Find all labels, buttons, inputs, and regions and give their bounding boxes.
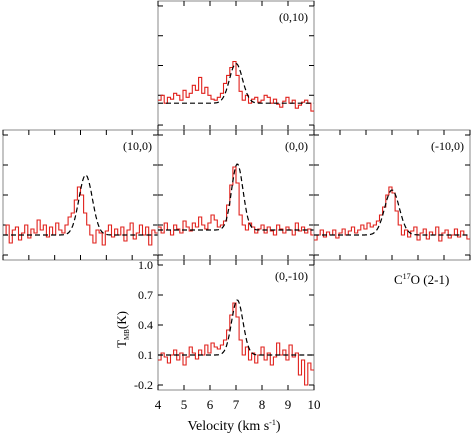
y-tick-label: -0.2: [134, 378, 153, 392]
molecule-rest: O (2-1): [411, 272, 450, 287]
y-tick-label: 0.7: [138, 288, 153, 302]
x-tick-label: 6: [207, 397, 214, 412]
y-tick-label: 0.1: [138, 348, 153, 362]
x-axis-label-end: ): [276, 419, 281, 434]
y-axis-label-end: (K): [114, 311, 129, 329]
offset-label: (0,0): [285, 139, 308, 153]
panel-1: (10,0): [2, 129, 159, 261]
offset-label: (0,10): [279, 10, 308, 24]
observed-spectrum: [158, 166, 314, 236]
gaussian-fit: [158, 163, 314, 231]
observed-spectrum: [158, 60, 314, 112]
y-axis-label-main: T: [114, 340, 129, 348]
panel-3: (-10,0): [313, 129, 471, 261]
x-axis-label-sup: -1: [269, 418, 276, 427]
offset-label: (-10,0): [431, 139, 464, 153]
molecule-isotope: 17: [403, 272, 411, 281]
x-tick-label: 4: [155, 397, 162, 412]
y-tick-label: 1.0: [138, 258, 153, 272]
x-axis-label-main: Velocity (km s: [188, 419, 270, 434]
panel-0: (0,10): [157, 0, 315, 131]
offset-label: (0,-10): [275, 269, 308, 283]
x-tick-label: 5: [181, 397, 188, 412]
observed-spectrum: [3, 186, 158, 246]
panel-2: (0,0): [157, 129, 315, 261]
observed-spectrum: [314, 186, 470, 242]
x-tick-label: 7: [233, 397, 240, 412]
molecule-label: C17O (2-1): [394, 272, 449, 287]
x-tick-label: 9: [285, 397, 292, 412]
molecule-base: C: [394, 272, 403, 287]
gaussian-fit: [158, 299, 314, 356]
offset-label: (10,0): [123, 139, 152, 153]
x-tick-label: 10: [308, 397, 321, 412]
y-axis-label-sub: MB: [123, 329, 131, 340]
panel-4: (0,-10) 4 5 6 7 8 9 10 1.0 0.7 0.4 0.1 -0.2: [134, 258, 321, 412]
y-tick-label: 0.4: [138, 318, 153, 332]
observed-spectrum: [158, 302, 314, 386]
x-axis-label: Velocity (km s-1): [188, 418, 281, 434]
y-axis-label: TMB(K): [114, 311, 131, 348]
gaussian-fit: [314, 189, 470, 236]
x-tick-label: 8: [259, 397, 266, 412]
panels-group: (0,10) (10,0) (0,0) (-10,0) (0,-10) 4 5 6 7 8 9 10 1…: [2, 0, 471, 412]
gaussian-fit: [3, 174, 158, 236]
gaussian-fit: [158, 62, 314, 104]
